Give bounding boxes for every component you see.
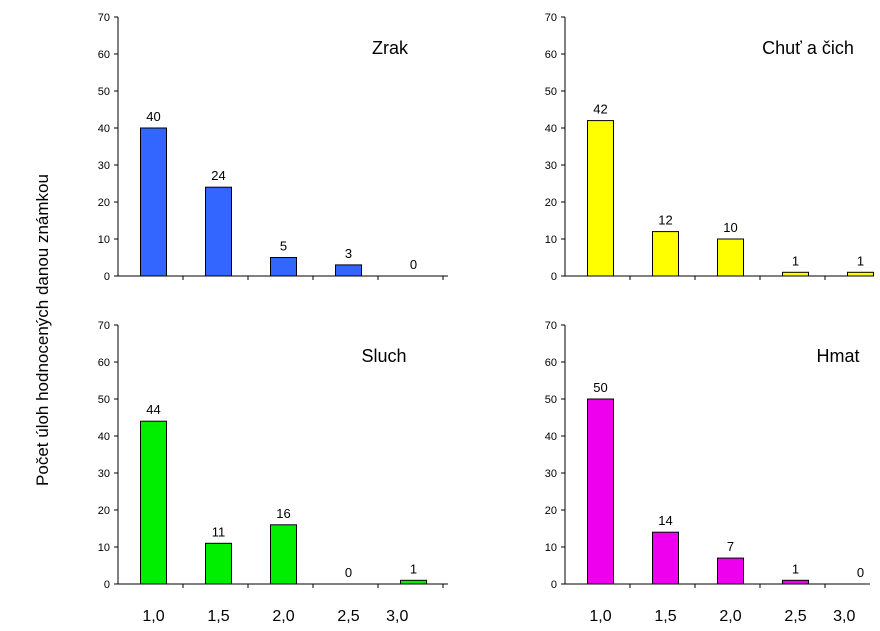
y-tick-label: 0 — [551, 271, 557, 283]
bar-0 — [140, 420, 167, 585]
data-label-4: 0 — [410, 257, 417, 272]
y-tick-label: 30 — [98, 160, 110, 172]
x-tick-label: 1,0 — [142, 608, 164, 625]
bar-0 — [587, 398, 614, 585]
bar-1 — [205, 186, 232, 277]
x-tick-label: 1,0 — [589, 608, 611, 625]
y-tick-label: 10 — [545, 234, 557, 246]
y-tick-label: 30 — [98, 468, 110, 480]
bar-1 — [652, 531, 679, 585]
x-tick-label: 2,5 — [784, 608, 806, 625]
y-tick-label: 30 — [545, 468, 557, 480]
bar-2 — [717, 238, 744, 277]
y-tick-label: 60 — [545, 49, 557, 61]
y-tick-label: 20 — [98, 505, 110, 517]
y-tick-label: 70 — [545, 320, 557, 332]
bar-1 — [652, 231, 679, 277]
x-tick-label: 3,0 — [386, 608, 408, 625]
data-label-0: 40 — [146, 109, 160, 124]
data-label-2: 5 — [280, 239, 287, 254]
y-tick-label: 50 — [545, 86, 557, 98]
bar-2 — [717, 557, 744, 585]
y-tick-label: 50 — [98, 86, 110, 98]
y-tick-label: 40 — [98, 123, 110, 135]
y-tick-label: 20 — [98, 197, 110, 209]
y-tick-label: 20 — [545, 197, 557, 209]
y-tick-label: 40 — [545, 123, 557, 135]
y-tick-label: 40 — [98, 431, 110, 443]
y-tick-label: 60 — [98, 49, 110, 61]
x-tick-label: 1,5 — [207, 608, 229, 625]
y-tick-label: 10 — [98, 234, 110, 246]
x-tick-label: 2,0 — [719, 608, 741, 625]
data-label-1: 12 — [658, 213, 672, 228]
y-tick-label: 0 — [104, 579, 110, 591]
y-tick-label: 50 — [98, 394, 110, 406]
bar-0 — [587, 120, 614, 277]
data-label-3: 3 — [345, 246, 352, 261]
y-tick-label: 10 — [98, 542, 110, 554]
data-label-0: 44 — [146, 402, 160, 417]
data-label-3: 1 — [792, 561, 799, 576]
bar-2 — [270, 257, 297, 277]
y-tick-label: 30 — [545, 160, 557, 172]
y-tick-label: 10 — [545, 542, 557, 554]
bar-4 — [400, 579, 427, 585]
y-tick-label: 0 — [551, 579, 557, 591]
bar-1 — [205, 542, 232, 585]
data-label-2: 7 — [727, 539, 734, 554]
chart-panel-2: 0 10 20 30 40 50 60 70 44 11 16 0 1 1,0 1,5 2,0 2,5 3,0 Sl… — [98, 320, 448, 625]
data-label-3: 0 — [345, 565, 352, 580]
panel-title: Zrak — [372, 38, 409, 58]
data-label-1: 14 — [658, 513, 672, 528]
data-label-2: 16 — [276, 506, 290, 521]
bar-4 — [847, 271, 874, 277]
y-tick-label: 70 — [98, 12, 110, 24]
panel-title: Chuť a čich — [762, 38, 854, 58]
data-label-4: 1 — [857, 253, 864, 268]
y-tick-label: 60 — [545, 357, 557, 369]
y-tick-label: 70 — [545, 12, 557, 24]
y-tick-label: 70 — [98, 320, 110, 332]
data-label-1: 24 — [211, 168, 225, 183]
data-label-4: 1 — [410, 561, 417, 576]
y-tick-label: 50 — [545, 394, 557, 406]
bar-2 — [270, 524, 297, 585]
x-tick-label: 1,5 — [654, 608, 676, 625]
bar-0 — [140, 127, 167, 277]
bar-3 — [782, 271, 809, 277]
bar-3 — [335, 264, 362, 277]
x-tick-label: 3,0 — [833, 608, 855, 625]
y-axis-label: Počet úloh hodnocených danou známkou — [33, 174, 52, 486]
y-tick-label: 60 — [98, 357, 110, 369]
data-label-4: 0 — [857, 565, 864, 580]
chart-panel-1: 0 10 20 30 40 50 60 70 42 12 10 1 1 Chuť a čich — [545, 12, 874, 283]
y-tick-label: 20 — [545, 505, 557, 517]
data-label-0: 42 — [593, 102, 607, 117]
panel-title: Hmat — [816, 346, 859, 366]
data-label-3: 1 — [792, 253, 799, 268]
data-label-0: 50 — [593, 380, 607, 395]
y-tick-label: 0 — [104, 271, 110, 283]
x-tick-label: 2,5 — [337, 608, 359, 625]
x-tick-label: 2,0 — [272, 608, 294, 625]
data-label-1: 11 — [212, 524, 226, 539]
bar-3 — [782, 579, 809, 585]
data-label-2: 10 — [723, 220, 737, 235]
panel-title: Sluch — [361, 346, 406, 366]
y-tick-label: 40 — [545, 431, 557, 443]
